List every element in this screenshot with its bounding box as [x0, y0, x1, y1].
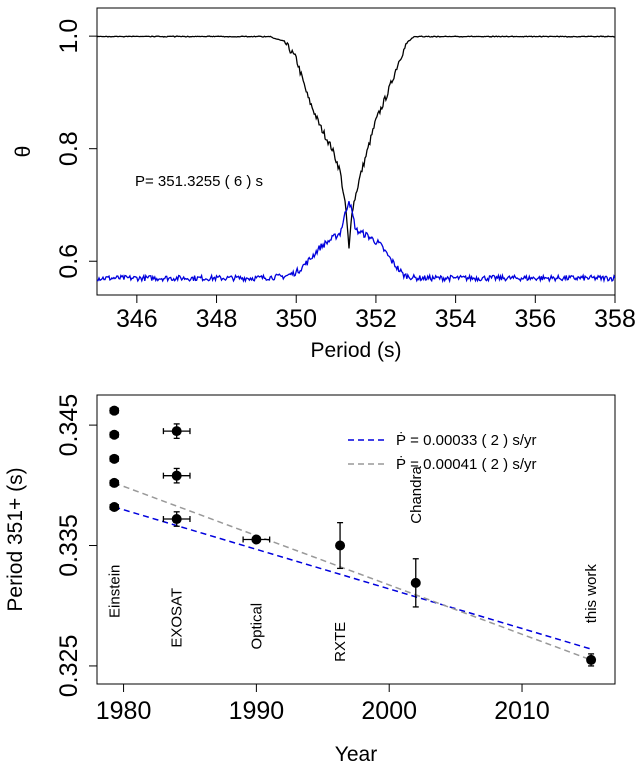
mission-label-exosat: EXOSAT — [169, 588, 186, 648]
data-point — [171, 426, 182, 437]
top-y-tick-label: 1.0 — [55, 19, 83, 54]
bottom-y-axis-label: Period 351+ (s) — [4, 467, 27, 611]
bottom-x-tick-label: 2000 — [361, 697, 417, 725]
data-point — [335, 540, 346, 551]
mission-label-einstein: Einstein — [106, 565, 123, 618]
mission-label-rxte: RXTE — [332, 622, 349, 662]
bottom-y-tick-label: 0.325 — [55, 635, 83, 698]
top-y-tick-label: 0.6 — [55, 244, 83, 279]
top-x-tick-label: 350 — [275, 305, 317, 333]
theta-series-line — [97, 35, 615, 249]
bottom-x-tick-label: 1990 — [229, 697, 285, 725]
mission-label-optical: Optical — [248, 603, 265, 650]
data-point — [109, 453, 120, 464]
fit-line-1 — [114, 506, 592, 650]
fit-line-2 — [114, 482, 592, 661]
top-x-tick-label: 348 — [196, 305, 238, 333]
best-period-annotation: P= 351.3255 ( 6 ) s — [135, 173, 263, 190]
data-point — [109, 501, 120, 512]
data-point — [171, 470, 182, 481]
bottom-x-tick-label: 1980 — [96, 697, 152, 725]
data-point — [109, 405, 120, 416]
mission-label-this-work: this work — [583, 564, 600, 624]
top-x-tick-label: 356 — [514, 305, 556, 333]
data-point — [586, 654, 597, 665]
top-x-tick-label: 352 — [355, 305, 397, 333]
legend-label-2: Ṗ = 0.00041 ( 2 ) s/yr — [396, 455, 537, 473]
data-point — [109, 477, 120, 488]
data-point — [251, 534, 262, 545]
top-x-tick-label: 354 — [435, 305, 477, 333]
top-x-tick-label: 346 — [116, 305, 158, 333]
bottom-plot-frame — [96, 394, 616, 685]
top-y-axis-label: θ — [12, 146, 35, 158]
top-x-axis-label: Period (s) — [310, 339, 401, 362]
legend-label-1: Ṗ = 0.00033 ( 2 ) s/yr — [396, 431, 537, 449]
bottom-x-axis-label: Year — [335, 743, 377, 766]
bottom-x-tick-label: 2010 — [494, 697, 550, 725]
data-point — [410, 577, 421, 588]
top-y-tick-label: 0.8 — [55, 131, 83, 166]
top-plot-frame — [96, 7, 616, 296]
comparison-series-line — [97, 201, 615, 284]
top-x-tick-label: 358 — [594, 305, 636, 333]
data-point — [171, 514, 182, 525]
bottom-y-tick-label: 0.335 — [55, 514, 83, 577]
bottom-y-tick-label: 0.345 — [55, 394, 83, 457]
data-point — [109, 429, 120, 440]
mission-label-chandra: Chandra — [408, 466, 425, 524]
